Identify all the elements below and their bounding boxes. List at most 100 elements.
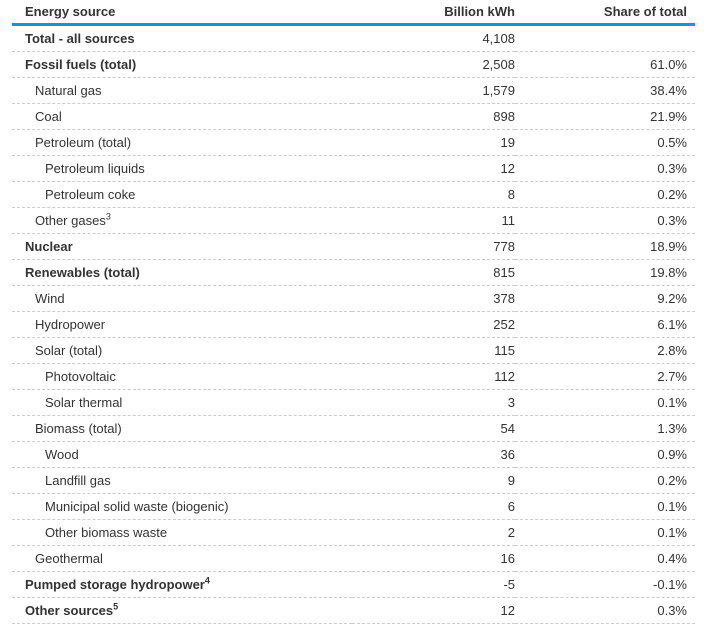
row-label: Wind [35,291,65,306]
row-label-cell: Wind [12,285,352,312]
table-row: Fossil fuels (total) 2,508 61.0% [12,51,695,78]
table-row: Solar thermal 3 0.1% [12,389,695,416]
row-billion-kwh-value: 1,579 [352,77,515,104]
row-label: Fossil fuels (total) [25,57,137,72]
row-share-of-total-value: 0.1% [515,519,695,546]
row-label: Other biomass waste [45,525,168,540]
row-billion-kwh-value: 378 [352,285,515,312]
row-label-cell: Renewables (total) [12,259,352,286]
row-share-of-total-value: 38.4% [515,77,695,104]
row-share-of-total-value: 0.2% [515,181,695,208]
row-billion-kwh-value: 11 [352,207,515,234]
row-billion-kwh-value: 9 [352,467,515,494]
row-label-cell: Biomass (total) [12,415,352,442]
row-share-of-total-value: 0.3% [515,155,695,182]
row-label: Geothermal [35,551,103,566]
table-row: Petroleum coke 8 0.2% [12,181,695,208]
row-label-cell: Photovoltaic [12,363,352,390]
row-label-cell: Wood [12,441,352,468]
row-billion-kwh-value: 4,108 [352,24,515,52]
row-label-cell: Hydropower [12,311,352,338]
row-share-of-total-value: 0.1% [515,389,695,416]
table-row: Other gases3 11 0.3% [12,207,695,234]
row-share-of-total-value: 21.9% [515,103,695,130]
column-header-billion-kwh: Billion kWh [352,0,515,26]
row-share-of-total-value [515,24,695,52]
table-row: Biomass (total) 54 1.3% [12,415,695,442]
table-row: Petroleum liquids 12 0.3% [12,155,695,182]
footnote-marker: 4 [204,575,210,586]
row-label: Renewables (total) [25,265,140,280]
row-label-cell: Solar thermal [12,389,352,416]
row-share-of-total-value: 61.0% [515,51,695,78]
row-label-cell: Pumped storage hydropower4 [12,571,352,598]
row-billion-kwh-value: 115 [352,337,515,364]
row-share-of-total-value: 9.2% [515,285,695,312]
table-row: Hydropower 252 6.1% [12,311,695,338]
row-label: Petroleum coke [45,187,136,202]
row-label: Solar thermal [45,395,123,410]
row-label: Total - all sources [25,31,135,46]
table-row: Wind 378 9.2% [12,285,695,312]
row-billion-kwh-value: 19 [352,129,515,156]
row-billion-kwh-value: -5 [352,571,515,598]
row-label: Coal [35,109,62,124]
row-label: Other sources [25,603,114,618]
row-share-of-total-value: 0.3% [515,597,695,624]
row-label: Natural gas [35,83,102,98]
table-row: Municipal solid waste (biogenic) 6 0.1% [12,493,695,520]
row-share-of-total-value: 0.2% [515,467,695,494]
table-row: Other biomass waste 2 0.1% [12,519,695,546]
row-label: Nuclear [25,239,73,254]
row-share-of-total-value: 18.9% [515,233,695,260]
row-share-of-total-value: -0.1% [515,571,695,598]
table-row: Renewables (total) 815 19.8% [12,259,695,286]
row-billion-kwh-value: 8 [352,181,515,208]
row-billion-kwh-value: 2,508 [352,51,515,78]
header-row: Energy source Billion kWh Share of total [12,0,695,26]
table-row: Nuclear 778 18.9% [12,233,695,260]
row-billion-kwh-value: 54 [352,415,515,442]
row-label-cell: Coal [12,103,352,130]
row-label-cell: Petroleum coke [12,181,352,208]
column-header-energy-source: Energy source [12,0,352,26]
row-label-cell: Other gases3 [12,207,352,234]
row-label-cell: Other biomass waste [12,519,352,546]
row-label: Wood [45,447,79,462]
row-share-of-total-value: 2.8% [515,337,695,364]
footnote-marker: 3 [105,211,111,222]
table-row: Photovoltaic 112 2.7% [12,363,695,390]
row-share-of-total-value: 0.9% [515,441,695,468]
row-share-of-total-value: 0.1% [515,493,695,520]
row-share-of-total-value: 0.4% [515,545,695,572]
table-row: Wood 36 0.9% [12,441,695,468]
row-label: Photovoltaic [45,369,116,384]
row-billion-kwh-value: 6 [352,493,515,520]
table-row: Total - all sources 4,108 [12,24,695,52]
table-row: Petroleum (total) 19 0.5% [12,129,695,156]
row-label-cell: Other sources5 [12,597,352,624]
row-billion-kwh-value: 12 [352,155,515,182]
table-row: Pumped storage hydropower4 -5 -0.1% [12,571,695,598]
table-row: Natural gas 1,579 38.4% [12,77,695,104]
row-billion-kwh-value: 252 [352,311,515,338]
table-row: Coal 898 21.9% [12,103,695,130]
row-share-of-total-value: 0.3% [515,207,695,234]
row-share-of-total-value: 6.1% [515,311,695,338]
row-label: Pumped storage hydropower [25,577,205,592]
row-label-cell: Municipal solid waste (biogenic) [12,493,352,520]
row-share-of-total-value: 0.5% [515,129,695,156]
row-share-of-total-value: 2.7% [515,363,695,390]
row-label: Solar (total) [35,343,103,358]
row-label: Petroleum liquids [45,161,145,176]
footnote-marker: 5 [113,601,119,612]
table-header: Energy source Billion kWh Share of total [12,0,695,26]
energy-generation-table-container: Energy source Billion kWh Share of total… [12,0,707,624]
row-label: Hydropower [35,317,106,332]
row-label-cell: Total - all sources [12,24,352,52]
row-billion-kwh-value: 12 [352,597,515,624]
table-body: Total - all sources 4,108 Fossil fuels (to… [12,24,695,624]
row-billion-kwh-value: 3 [352,389,515,416]
row-label: Biomass (total) [35,421,122,436]
row-billion-kwh-value: 898 [352,103,515,130]
